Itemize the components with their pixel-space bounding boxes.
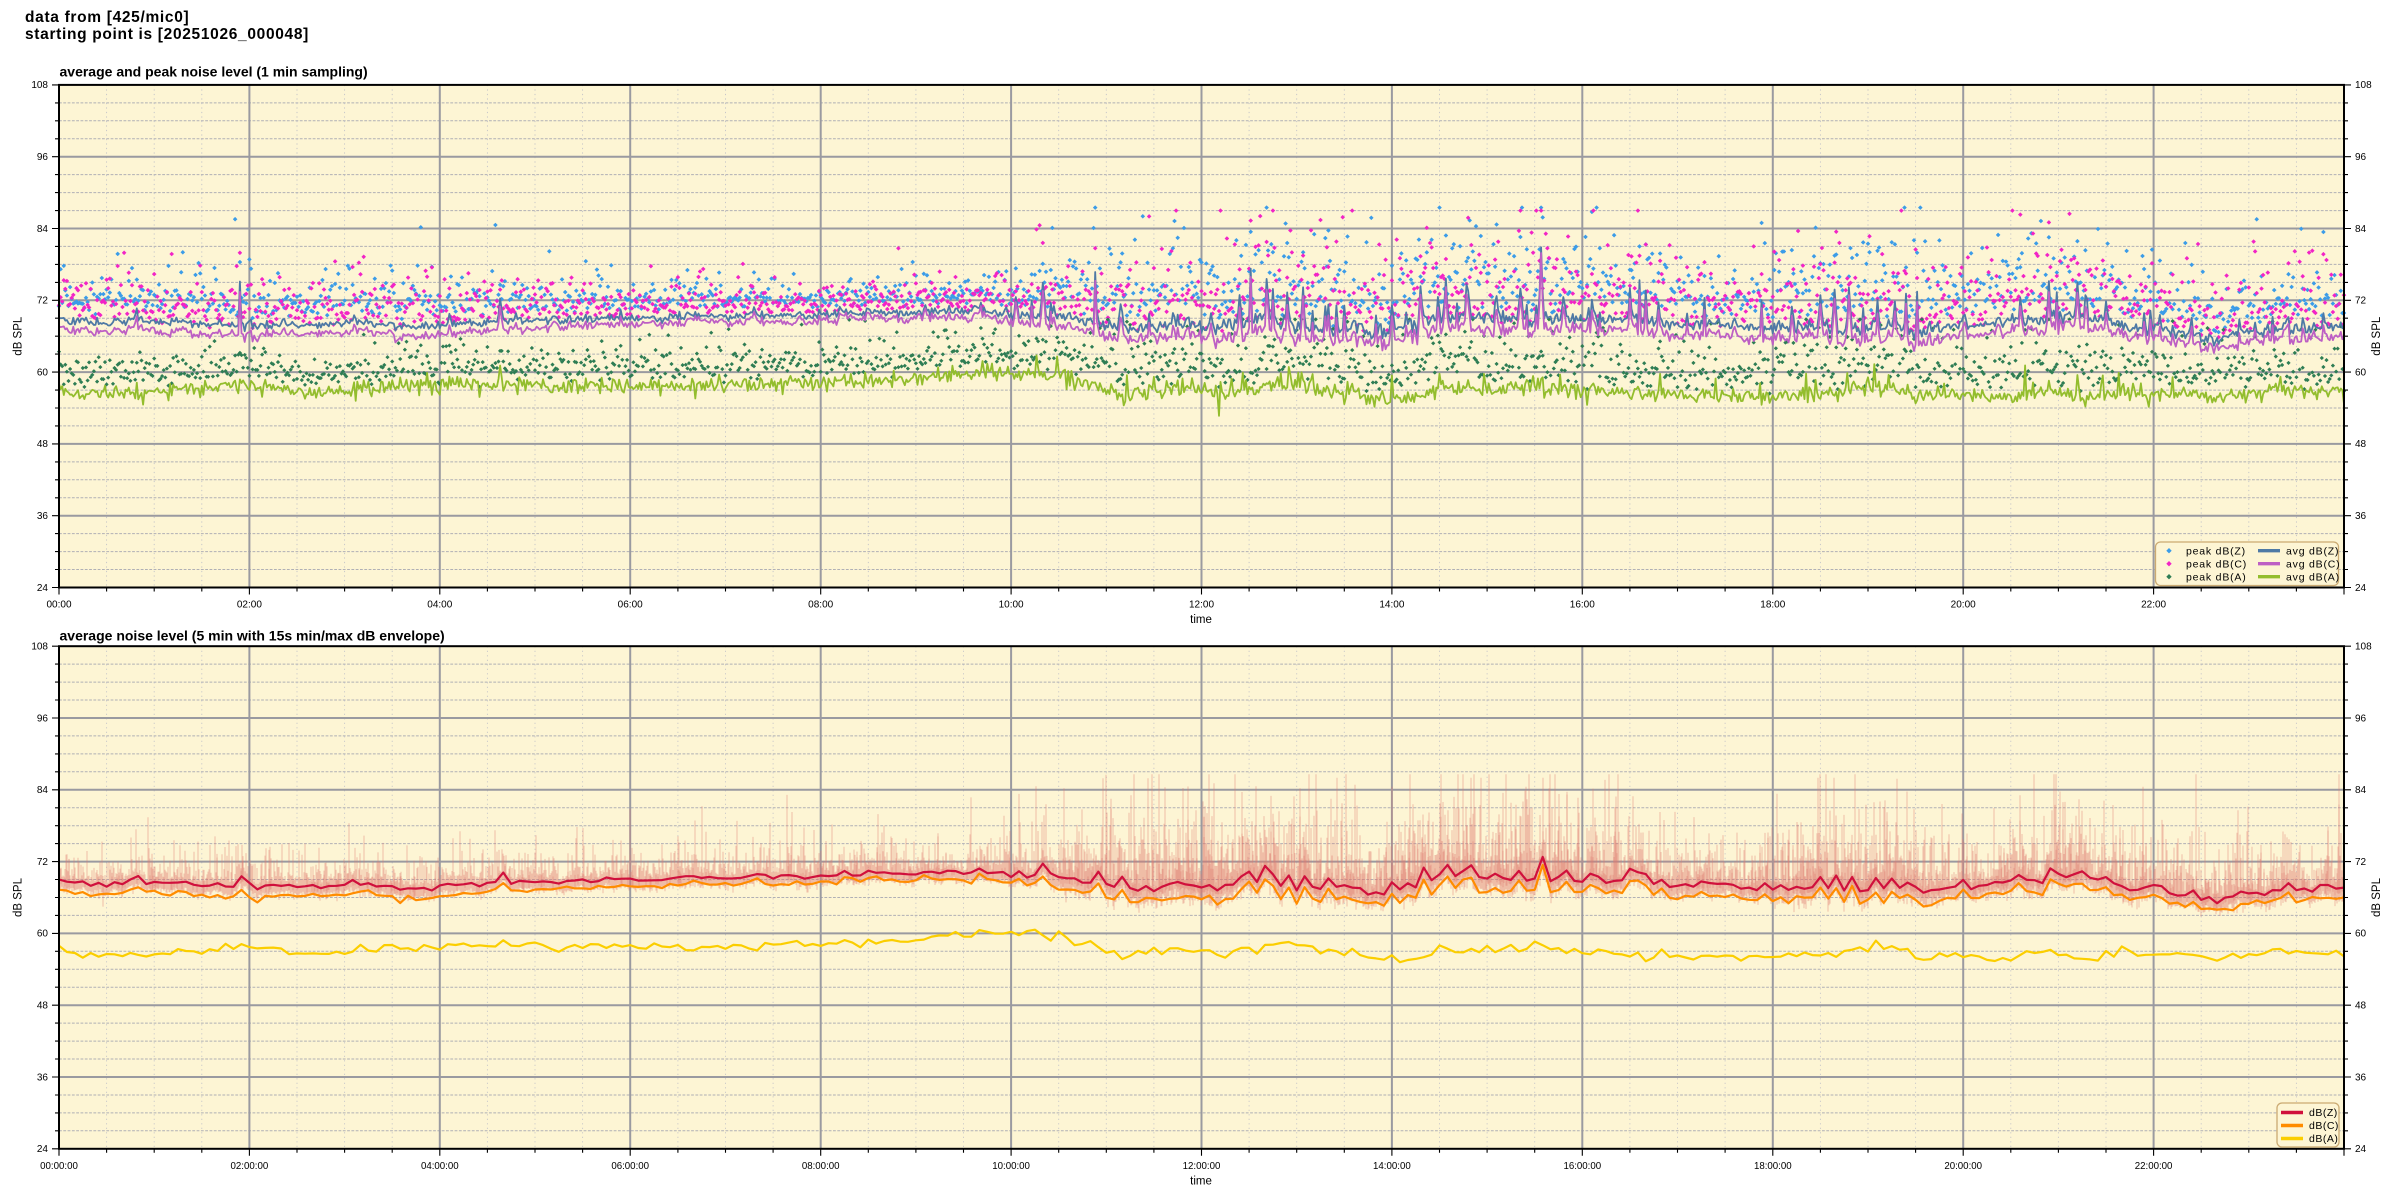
svg-text:dB(Z): dB(Z): [2309, 1107, 2338, 1119]
svg-text:48: 48: [37, 1001, 49, 1012]
svg-text:time: time: [1190, 614, 1212, 626]
svg-text:04:00:00: 04:00:00: [421, 1161, 459, 1172]
svg-text:84: 84: [2355, 785, 2367, 796]
svg-text:dB SPL: dB SPL: [2371, 877, 2383, 917]
svg-text:72: 72: [37, 296, 49, 307]
svg-text:avg dB(Z): avg dB(Z): [2286, 545, 2339, 557]
svg-text:72: 72: [2355, 857, 2367, 868]
svg-text:60: 60: [37, 367, 49, 378]
svg-text:22:00: 22:00: [2141, 600, 2166, 611]
svg-text:dB(A): dB(A): [2309, 1133, 2338, 1145]
svg-text:02:00:00: 02:00:00: [231, 1161, 269, 1172]
svg-text:average and peak noise level (: average and peak noise level (1 min samp…: [60, 64, 368, 80]
svg-text:36: 36: [37, 1072, 49, 1083]
svg-text:dB SPL: dB SPL: [13, 316, 25, 356]
svg-text:16:00:00: 16:00:00: [1563, 1161, 1601, 1172]
svg-text:108: 108: [31, 642, 48, 653]
svg-text:96: 96: [2355, 152, 2367, 163]
svg-text:48: 48: [2355, 1001, 2367, 1012]
svg-text:dB SPL: dB SPL: [13, 877, 25, 917]
svg-text:dB(C): dB(C): [2309, 1120, 2339, 1132]
svg-text:20:00: 20:00: [1951, 600, 1976, 611]
svg-text:48: 48: [2355, 439, 2367, 450]
svg-text:10:00: 10:00: [999, 600, 1024, 611]
svg-text:18:00: 18:00: [1760, 600, 1785, 611]
svg-text:72: 72: [37, 857, 49, 868]
svg-text:60: 60: [2355, 367, 2367, 378]
svg-text:16:00: 16:00: [1570, 600, 1595, 611]
svg-text:60: 60: [2355, 929, 2367, 940]
svg-text:108: 108: [31, 80, 48, 91]
svg-text:02:00: 02:00: [237, 600, 262, 611]
svg-text:data from [425/mic0]: data from [425/mic0]: [25, 9, 189, 26]
svg-text:84: 84: [37, 224, 49, 235]
svg-text:96: 96: [37, 152, 49, 163]
svg-text:60: 60: [37, 929, 49, 940]
svg-text:96: 96: [2355, 713, 2367, 724]
svg-text:00:00: 00:00: [46, 600, 71, 611]
svg-text:peak dB(Z): peak dB(Z): [2186, 545, 2246, 557]
svg-text:72: 72: [2355, 296, 2367, 307]
svg-text:36: 36: [2355, 1072, 2367, 1083]
svg-text:08:00: 08:00: [808, 600, 833, 611]
svg-text:10:00:00: 10:00:00: [992, 1161, 1030, 1172]
svg-text:36: 36: [37, 511, 49, 522]
svg-text:00:00:00: 00:00:00: [40, 1161, 78, 1172]
svg-text:24: 24: [37, 1144, 49, 1155]
svg-text:time: time: [1190, 1176, 1212, 1188]
svg-text:08:00:00: 08:00:00: [802, 1161, 840, 1172]
svg-text:84: 84: [37, 785, 49, 796]
svg-text:avg dB(A): avg dB(A): [2286, 571, 2340, 583]
svg-text:starting point is [20251026_00: starting point is [20251026_000048]: [25, 26, 309, 43]
svg-text:20:00:00: 20:00:00: [1944, 1161, 1982, 1172]
svg-text:84: 84: [2355, 224, 2367, 235]
svg-text:96: 96: [37, 713, 49, 724]
svg-text:peak dB(C): peak dB(C): [2186, 558, 2247, 570]
svg-text:12:00: 12:00: [1189, 600, 1214, 611]
svg-text:04:00: 04:00: [427, 600, 452, 611]
svg-text:12:00:00: 12:00:00: [1183, 1161, 1221, 1172]
svg-text:average noise level (5 min wit: average noise level (5 min with 15s min/…: [60, 628, 445, 644]
svg-text:dB SPL: dB SPL: [2371, 316, 2383, 356]
svg-text:24: 24: [2355, 1144, 2367, 1155]
svg-text:22:00:00: 22:00:00: [2135, 1161, 2173, 1172]
svg-text:peak dB(A): peak dB(A): [2186, 571, 2247, 583]
svg-text:14:00:00: 14:00:00: [1373, 1161, 1411, 1172]
svg-text:24: 24: [37, 583, 49, 594]
svg-text:06:00: 06:00: [618, 600, 643, 611]
svg-text:14:00: 14:00: [1379, 600, 1404, 611]
svg-text:24: 24: [2355, 583, 2367, 594]
svg-text:18:00:00: 18:00:00: [1754, 1161, 1792, 1172]
svg-text:108: 108: [2355, 642, 2372, 653]
svg-text:48: 48: [37, 439, 49, 450]
svg-text:06:00:00: 06:00:00: [611, 1161, 649, 1172]
svg-text:36: 36: [2355, 511, 2367, 522]
svg-text:108: 108: [2355, 80, 2372, 91]
svg-text:avg dB(C): avg dB(C): [2286, 558, 2340, 570]
